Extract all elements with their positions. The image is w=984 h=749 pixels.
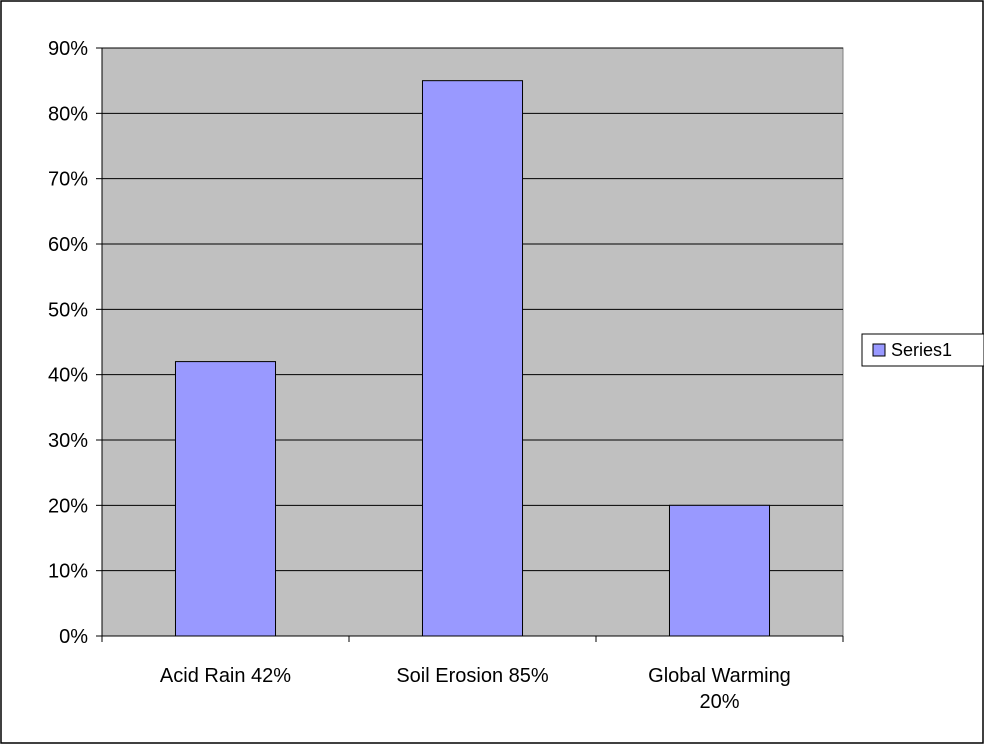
bar xyxy=(421,80,524,637)
legend-label: Series1 xyxy=(891,340,952,360)
legend-swatch xyxy=(872,343,886,357)
x-tick-label: Acid Rain 42% xyxy=(160,665,291,687)
axes: 0% 10% 20% 30% 40% 50% 60% 70% 80% 90% Acid Rain 4… xyxy=(48,38,844,713)
y-tick-label: 40% xyxy=(48,365,88,387)
x-tick-label: Soil Erosion 85% xyxy=(396,665,549,687)
y-tick-label: 20% xyxy=(48,495,88,517)
bars xyxy=(174,80,771,637)
y-tick-label: 60% xyxy=(48,234,88,256)
y-tick-label: 80% xyxy=(48,103,88,125)
y-tick-label: 90% xyxy=(48,38,88,60)
y-tick-label: 0% xyxy=(59,626,88,648)
bar xyxy=(668,504,771,637)
y-tick-label: 10% xyxy=(48,561,88,583)
bar xyxy=(174,361,277,637)
legend: Series1 xyxy=(861,333,984,367)
y-tick-label: 50% xyxy=(48,299,88,321)
y-tick-label: 70% xyxy=(48,169,88,191)
x-tick-label: Global Warming xyxy=(648,665,791,687)
y-tick-label: 30% xyxy=(48,430,88,452)
x-tick-label: 20% xyxy=(699,691,739,713)
